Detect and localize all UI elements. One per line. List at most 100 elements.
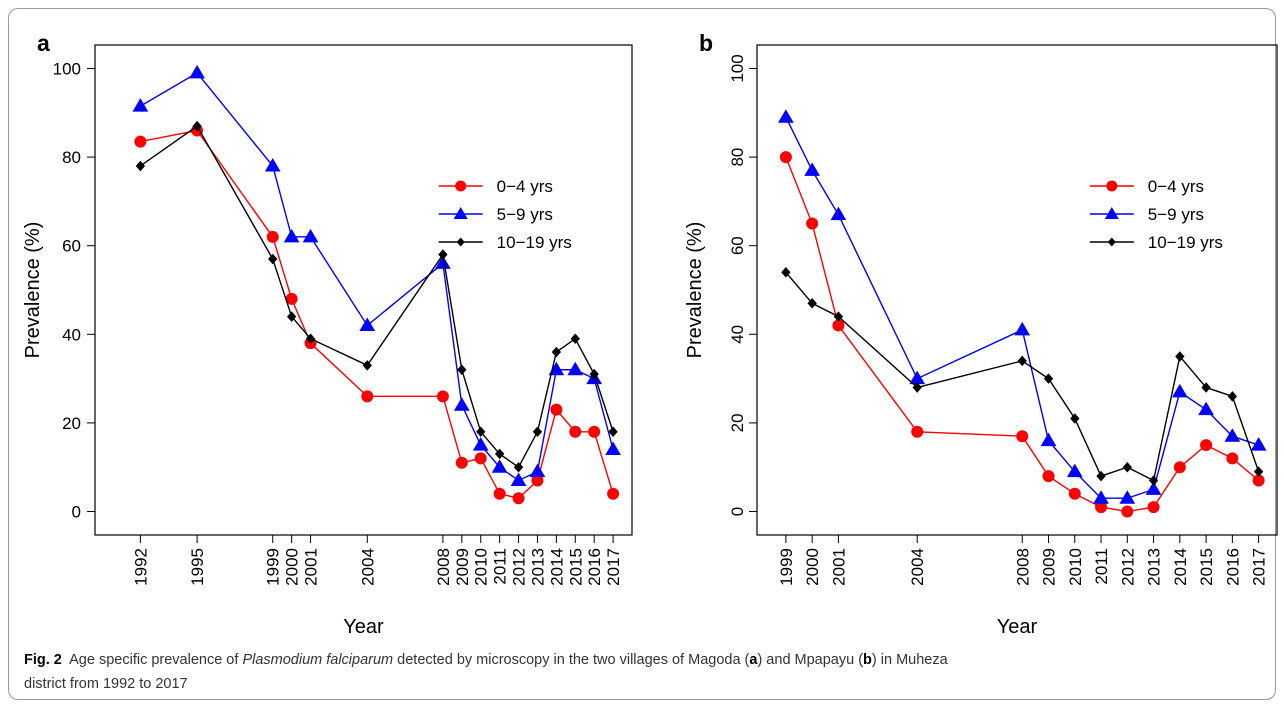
data-point (569, 425, 582, 438)
x-tick-label: 2012 (1118, 548, 1137, 586)
data-point (806, 217, 819, 230)
y-tick-label: 80 (728, 148, 747, 167)
x-tick-label: 2016 (1223, 548, 1242, 586)
legend-marker (455, 180, 467, 192)
data-point (472, 437, 489, 451)
figure-frame (8, 8, 1276, 700)
data-point (1253, 466, 1264, 477)
data-point (1121, 505, 1134, 518)
legend-marker (1107, 237, 1116, 247)
data-point (1119, 490, 1136, 504)
data-point (1145, 481, 1162, 495)
plot-frame (94, 44, 633, 536)
data-point (778, 109, 794, 123)
y-tick-label: 40 (728, 325, 747, 344)
y-tick-label: 60 (62, 237, 81, 256)
x-tick-label: 2000 (283, 548, 302, 586)
data-point (1066, 463, 1083, 478)
data-point (192, 120, 202, 132)
x-tick-label: 2013 (1145, 548, 1164, 586)
caption-text: Age specific prevalence of (69, 652, 243, 668)
data-point (1224, 428, 1241, 442)
y-tick-label: 100 (53, 59, 81, 78)
data-point (474, 452, 487, 465)
x-axis-label: Year (997, 616, 1038, 638)
data-point (588, 425, 601, 438)
series-line (139, 125, 614, 469)
data-point (435, 255, 451, 269)
data-point (302, 228, 319, 243)
data-point (567, 361, 584, 376)
legend-label: 10−19 yrs (1148, 233, 1223, 252)
data-point (570, 333, 580, 344)
data-point (1017, 355, 1027, 367)
data-point (1068, 487, 1081, 500)
data-point (1147, 501, 1160, 514)
legend-marker (1106, 180, 1118, 192)
data-point (1014, 321, 1031, 336)
x-tick-label: 2014 (547, 548, 566, 586)
data-point (605, 441, 621, 455)
data-point (1122, 461, 1132, 473)
data-point (532, 426, 543, 438)
panel-label: a (37, 30, 50, 56)
x-tick-label: 2016 (585, 548, 604, 586)
data-point (529, 463, 546, 478)
y-tick-label: 20 (62, 414, 81, 433)
data-point (135, 160, 146, 172)
x-tick-label: 1999 (777, 548, 796, 586)
x-tick-label: 2001 (302, 548, 321, 586)
data-point (912, 382, 922, 393)
y-tick-label: 100 (728, 54, 747, 82)
data-point (361, 390, 374, 403)
y-axis-label: Prevalence (%) (22, 222, 44, 359)
caption-text: Plasmodium falciparum (242, 652, 394, 668)
data-point (1201, 382, 1211, 393)
x-tick-label: 2010 (1066, 548, 1085, 586)
data-point (264, 157, 281, 172)
data-point (1148, 475, 1159, 486)
data-point (1175, 351, 1185, 362)
data-point (286, 311, 297, 322)
legend-label: 0−4 yrs (497, 177, 553, 196)
x-tick-label: 2008 (434, 548, 453, 586)
y-tick-label: 40 (62, 325, 81, 344)
y-tick-label: 80 (62, 148, 81, 167)
panel-label: b (699, 30, 713, 56)
data-point (1200, 439, 1213, 452)
data-point (911, 425, 924, 438)
x-tick-label: 2000 (803, 548, 822, 586)
data-point (476, 426, 486, 438)
legend-label: 5−9 yrs (497, 205, 553, 224)
legend-marker (456, 237, 465, 247)
x-tick-label: 2015 (566, 548, 585, 586)
data-point (457, 364, 467, 375)
y-tick-label: 60 (728, 236, 747, 255)
x-axis-label: Year (343, 616, 384, 638)
data-point (189, 64, 205, 79)
data-point (550, 403, 563, 416)
data-point (438, 249, 448, 260)
data-point (1093, 490, 1109, 504)
caption-text: a (749, 652, 758, 668)
data-point (833, 311, 844, 322)
caption-text: ) and Mpapayu ( (757, 652, 864, 668)
data-point (608, 426, 618, 438)
data-point (1171, 383, 1188, 398)
x-tick-label: 1995 (188, 548, 207, 586)
x-tick-label: 1999 (264, 548, 283, 586)
x-tick-label: 2004 (908, 548, 927, 586)
data-point (589, 368, 599, 380)
legend-marker (453, 207, 468, 219)
data-point (1096, 470, 1106, 482)
legend-marker (1104, 207, 1119, 219)
data-point (1042, 470, 1055, 483)
caption: Fig. 2 Age specific prevalence of Plasmo… (24, 648, 1264, 696)
data-point (455, 456, 468, 469)
caption-text: detected by microscopy in the two villag… (393, 652, 750, 668)
x-tick-label: 2009 (453, 548, 472, 586)
data-point (513, 461, 524, 473)
data-point (1016, 430, 1029, 443)
series-line (140, 129, 614, 499)
